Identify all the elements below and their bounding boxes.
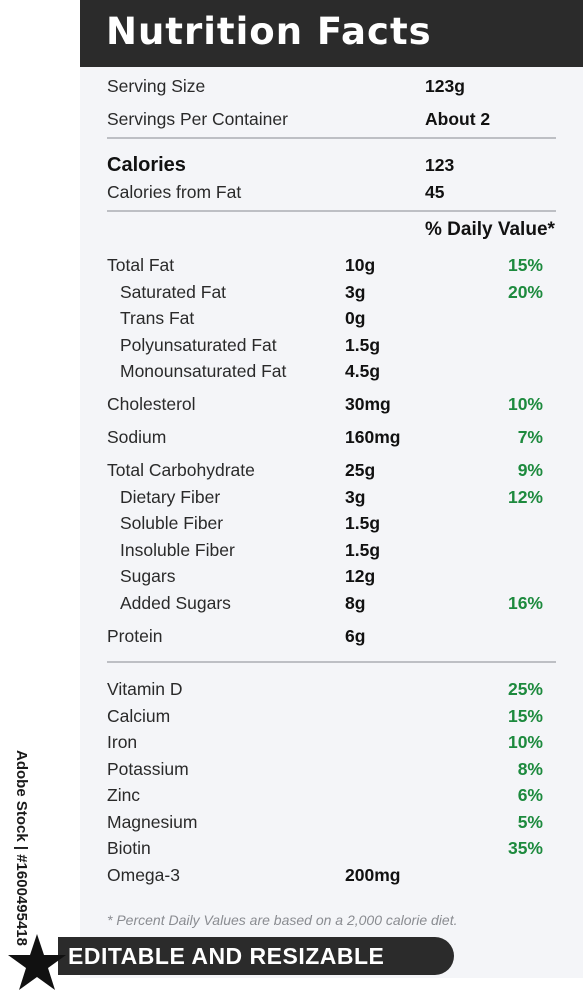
nutrient-row: Monounsaturated Fat 4.5g [0,358,583,384]
nutrient-daily-value: 7% [517,427,543,447]
nutrient-daily-value: 8% [517,759,543,779]
nutrient-daily-value: 15% [507,706,543,726]
badge-text: EDITABLE AND RESIZABLE [68,943,385,969]
nutrient-daily-value: 35% [507,838,543,858]
nutrient-amount: 6g [345,626,366,646]
nutrient-row: Polyunsaturated Fat 1.5g [0,332,583,358]
serving-size-row: Serving Size 123g [0,73,583,99]
nutrient-row: Soluble Fiber 1.5g [0,510,583,536]
nutrient-name: Magnesium [107,812,198,832]
nutrient-row: Added Sugars 8g 16% [0,590,583,616]
servings-per-container-row: Servings Per Container About 2 [0,106,583,132]
nutrient-row: Omega-3 200mg [0,862,583,888]
nutrient-name: Total Carbohydrate [107,460,255,480]
nutrient-name: Potassium [107,759,189,779]
nutrient-amount: 8g [345,593,366,613]
nutrient-row: Insoluble Fiber 1.5g [0,537,583,563]
nutrient-name: Sugars [120,566,176,586]
nutrient-row: Trans Fat 0g [0,305,583,331]
nutrient-name: Iron [107,732,138,752]
nutrient-daily-value: 10% [507,732,543,752]
nutrient-name: Dietary Fiber [120,487,221,507]
nutrient-amount: 3g [345,282,366,302]
nutrition-label-panel [80,0,583,978]
nutrient-name: Total Fat [107,255,175,275]
nutrient-name: Added Sugars [120,593,231,613]
nutrient-amount: 200mg [345,865,401,885]
nutrient-daily-value: 20% [507,282,543,302]
calories-from-fat-row: Calories from Fat 45 [0,179,583,205]
nutrient-amount: 3g [345,487,366,507]
nutrient-name: Sodium [107,427,167,447]
nutrient-row: Cholesterol 30mg 10% [0,391,583,417]
nutrient-daily-value: 16% [507,593,543,613]
nutrient-amount: 10g [345,255,376,275]
calories-label: Calories [107,154,186,176]
nutrient-row: Sugars 12g [0,563,583,589]
nutrient-name: Biotin [107,838,151,858]
nutrient-name: Cholesterol [107,394,196,414]
nutrient-name: Trans Fat [120,308,195,328]
nutrient-amount: 1.5g [345,513,381,533]
nutrient-daily-value: 25% [507,679,543,699]
star-icon [8,934,66,990]
nutrient-name: Vitamin D [107,679,183,699]
divider [107,210,556,212]
nutrient-daily-value: 12% [507,487,543,507]
daily-value-header: % Daily Value* [425,219,555,240]
nutrient-daily-value: 5% [517,812,543,832]
nutrient-name: Monounsaturated Fat [120,361,287,381]
nutrient-name: Polyunsaturated Fat [120,335,277,355]
nutrient-name: Protein [107,626,163,646]
nutrient-name: Omega-3 [107,865,180,885]
serving-size-value: 123g [425,76,465,96]
nutrient-name: Insoluble Fiber [120,540,235,560]
nutrient-name: Saturated Fat [120,282,227,302]
nutrient-row: Protein 6g [0,623,583,649]
title-bar [80,0,583,67]
nutrient-row: Calcium 15% [0,703,583,729]
editable-badge [58,937,454,975]
nutrient-amount: 1.5g [345,540,381,560]
nutrient-daily-value: 15% [507,255,543,275]
nutrient-amount: 25g [345,460,376,480]
calories-from-fat-label: Calories from Fat [107,182,242,202]
nutrient-amount: 1.5g [345,335,381,355]
nutrient-amount: 30mg [345,394,391,414]
nutrient-row: Sodium 160mg 7% [0,424,583,450]
calories-from-fat-value: 45 [425,182,445,202]
nutrient-name: Calcium [107,706,171,726]
nutrient-row: Saturated Fat 3g 20% [0,279,583,305]
nutrient-row: Vitamin D 25% [0,676,583,702]
nutrient-amount: 4.5g [345,361,381,381]
nutrient-name: Zinc [107,785,141,805]
calories-row: Calories 123 [0,152,583,178]
nutrient-daily-value: 10% [507,394,543,414]
divider [107,137,556,139]
nutrient-row: Total Carbohydrate 25g 9% [0,457,583,483]
nutrient-daily-value: 6% [517,785,543,805]
divider [107,661,556,663]
nutrient-amount: 12g [345,566,376,586]
nutrient-amount: 160mg [345,427,401,447]
nutrient-name: Soluble Fiber [120,513,224,533]
nutrient-daily-value: 9% [517,460,543,480]
nutrient-row: Iron 10% [0,729,583,755]
nutrient-row: Potassium 8% [0,756,583,782]
nutrient-row: Zinc 6% [0,782,583,808]
nutrient-row: Total Fat 10g 15% [0,252,583,278]
nutrient-row: Magnesium 5% [0,809,583,835]
nutrient-row: Dietary Fiber 3g 12% [0,484,583,510]
footnote: * Percent Daily Values are based on a 2,… [107,912,458,928]
stock-id-watermark: Adobe Stock | #1600495418 [12,750,32,946]
nutrient-amount: 0g [345,308,366,328]
servings-per-container-label: Servings Per Container [107,109,288,129]
label-title: Nutrition Facts [106,10,432,53]
calories-value: 123 [425,155,455,175]
stock-id-text: Adobe Stock | #1600495418 [13,750,30,946]
nutrient-row: Biotin 35% [0,835,583,861]
serving-size-label: Serving Size [107,76,206,96]
servings-per-container-value: About 2 [425,109,491,129]
